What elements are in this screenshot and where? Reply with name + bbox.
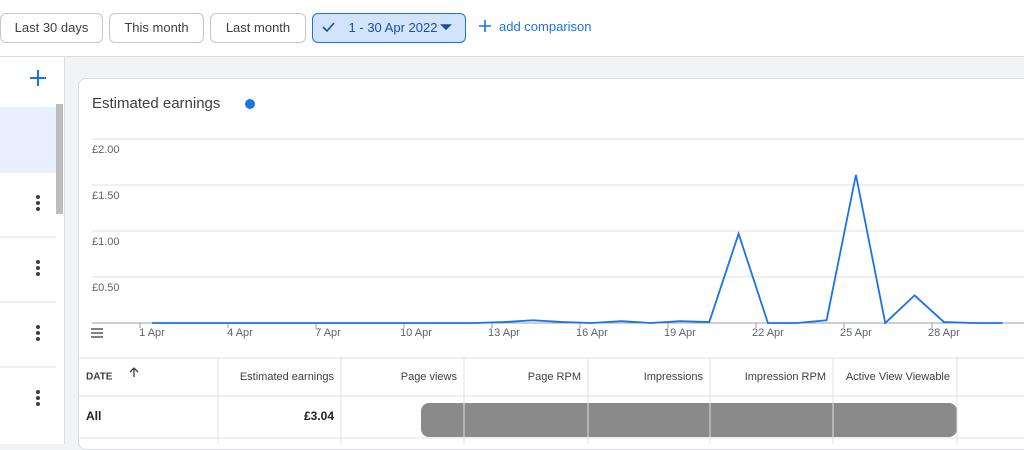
cell: £3.04	[304, 409, 334, 423]
x-tick-label: 22 Apr	[752, 327, 784, 339]
sort-icon[interactable]	[129, 367, 139, 377]
column-header[interactable]: Page RPM	[528, 371, 581, 383]
x-tick-label: 13 Apr	[488, 327, 520, 339]
legend-dot	[245, 99, 255, 109]
column-header[interactable]: DATE	[86, 372, 113, 383]
range-button[interactable]: Last month	[210, 13, 306, 43]
chart-title: Estimated earnings	[92, 95, 221, 112]
column-header[interactable]: Estimated earnings	[240, 371, 335, 383]
table-lines	[78, 357, 1024, 444]
x-tick-label: 1 Apr	[139, 327, 165, 339]
x-tick-label: 28 Apr	[928, 327, 960, 339]
range-button[interactable]: This month	[109, 13, 204, 43]
date-range: 1 - 30 Apr 2022	[348, 20, 438, 35]
date-range-button[interactable]: 1 - 30 Apr 2022	[312, 13, 466, 43]
column-header[interactable]: Impression RPM	[745, 371, 826, 383]
range-button[interactable]: Last 30 days	[0, 13, 103, 43]
column-header[interactable]: Impressions	[644, 371, 704, 383]
sidebar-dividers	[0, 171, 56, 368]
x-tick-label: 4 Apr	[227, 327, 253, 339]
x-tick-label: 16 Apr	[576, 327, 608, 339]
redacted-area	[421, 403, 957, 437]
column-header[interactable]: Active View Viewable	[846, 371, 950, 383]
cell: All	[86, 409, 101, 423]
chart-menu-icon[interactable]	[91, 328, 103, 338]
y-tick-label: £1.00	[92, 236, 120, 248]
x-tick-label: 7 Apr	[315, 327, 341, 339]
card	[78, 78, 1024, 450]
y-tick-label: £0.50	[92, 282, 120, 294]
earnings-line	[152, 174, 1003, 325]
column-header[interactable]: Page views	[401, 371, 458, 383]
y-tick-label: £1.50	[92, 190, 120, 202]
y-tick-label: £2.00	[92, 144, 120, 156]
icons	[322, 20, 491, 33]
scrollbar	[56, 104, 63, 214]
x-tick-label: 19 Apr	[664, 327, 696, 339]
x-tick-label: 25 Apr	[840, 327, 872, 339]
add-icon[interactable]	[30, 70, 46, 86]
x-tick-label: 10 Apr	[400, 327, 432, 339]
selected-item[interactable]	[0, 107, 56, 171]
menu-icons	[36, 195, 40, 406]
add-comparison[interactable]: add comparison	[499, 19, 592, 34]
